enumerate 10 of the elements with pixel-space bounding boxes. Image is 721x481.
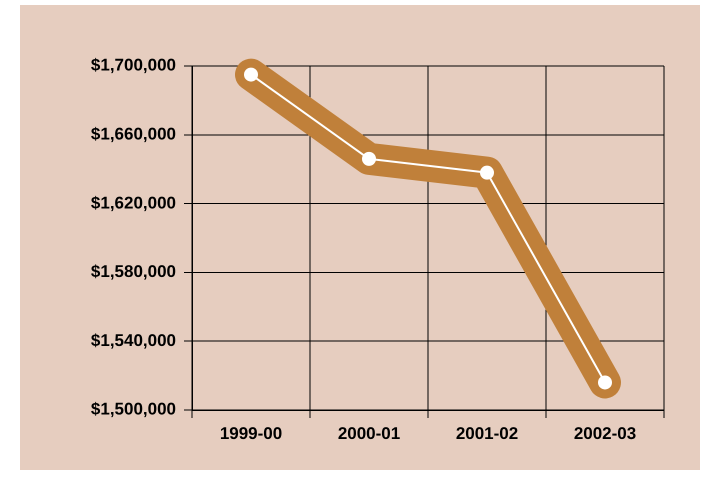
y-tick-label: $1,580,000 xyxy=(90,262,176,282)
y-tick-label: $1,700,000 xyxy=(90,56,176,75)
x-tick-label: 2000-01 xyxy=(338,424,400,443)
y-tick-label: $1,540,000 xyxy=(90,330,176,350)
y-tick-label: $1,660,000 xyxy=(90,124,176,144)
y-tick-label: $1,620,000 xyxy=(90,193,176,212)
x-tick-label: 2001-02 xyxy=(456,424,518,443)
x-tick-label: 2002-03 xyxy=(574,424,636,443)
x-tick-label: 1999-00 xyxy=(220,424,282,443)
y-tick-label: $1,500,000 xyxy=(90,400,176,419)
